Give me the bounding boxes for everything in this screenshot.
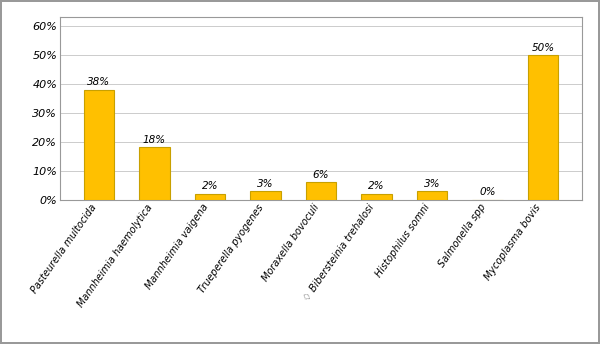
- Bar: [84, 89, 114, 200]
- Text: 3%: 3%: [424, 179, 440, 189]
- Text: 38%: 38%: [88, 77, 110, 87]
- Bar: [361, 194, 392, 200]
- Bar: [139, 148, 170, 200]
- Bar: [528, 55, 558, 200]
- Text: 0%: 0%: [479, 187, 496, 197]
- Text: 3%: 3%: [257, 179, 274, 189]
- Bar: [417, 191, 447, 200]
- Text: 6%: 6%: [313, 170, 329, 180]
- Text: 50%: 50%: [532, 43, 554, 53]
- Text: 2%: 2%: [202, 181, 218, 191]
- Text: 2%: 2%: [368, 181, 385, 191]
- Bar: [195, 194, 225, 200]
- Bar: [306, 182, 336, 200]
- Text: 18%: 18%: [143, 135, 166, 145]
- Bar: [250, 191, 281, 200]
